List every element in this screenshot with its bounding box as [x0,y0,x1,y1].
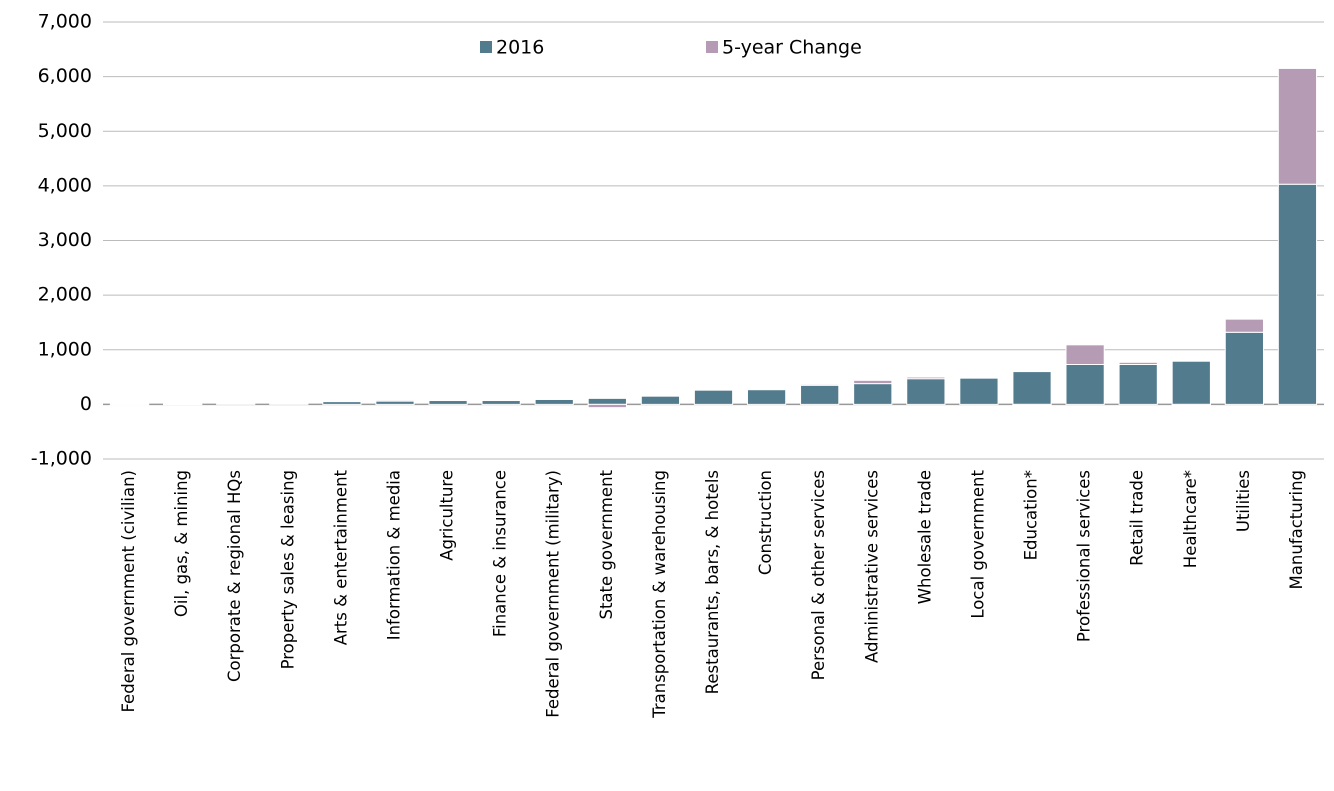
bar-segment [1278,68,1316,184]
legend-swatch [706,41,718,53]
bar-segment [854,380,892,383]
bar-segment [429,401,467,405]
x-tick-label: Restaurants, bars, & hotels [703,470,722,694]
legend-label: 5-year Change [722,37,862,59]
bar-segment [1172,404,1210,405]
bar-segment [1119,364,1157,404]
bar-segment [960,378,998,404]
y-tick-label: 2,000 [38,284,92,306]
bar-segment [323,402,361,405]
bar-segment [270,404,308,405]
y-tick-label: 6,000 [38,65,92,87]
y-tick-label: 0 [80,393,92,415]
x-tick-label: Construction [756,470,775,575]
x-tick-label: Oil, gas, & mining [172,470,191,617]
bar-segment [1225,319,1263,332]
bar-segment [535,399,573,400]
bar-segment [1013,372,1051,405]
legend-swatch [480,41,492,53]
x-tick-label: Wholesale trade [915,470,934,604]
x-tick-label: Professional services [1075,470,1094,642]
bar-segment [694,390,732,404]
x-tick-label: Local government [968,469,987,618]
bar-segment [1013,404,1051,405]
x-tick-label: Agriculture [438,470,457,561]
x-tick-label: Federal government (military) [544,470,563,718]
bar-segment [1066,345,1104,365]
x-tick-label: Personal & other services [809,470,828,680]
x-tick-label: Property sales & leasing [278,470,297,669]
x-tick-label: Healthcare* [1181,470,1200,568]
bar-segment [535,399,573,404]
bar-segment [907,379,945,405]
bar-segment [854,384,892,405]
legend-label: 2016 [496,37,544,59]
y-tick-label: -1,000 [31,448,92,470]
x-tick-label: Utilities [1234,470,1253,532]
bar-segment [1225,332,1263,404]
x-tick-label: Manufacturing [1287,470,1306,589]
bar-segment [588,404,626,407]
x-tick-label: Federal government (civilian) [119,470,138,713]
bar-segment [747,389,785,390]
x-tick-label: Information & media [384,470,403,640]
x-tick-label: Education* [1022,470,1041,560]
bar-segment [376,400,414,401]
x-tick-label: Corporate & regional HQs [225,470,244,682]
x-tick-label: Arts & entertainment [331,469,350,645]
y-tick-label: 5,000 [38,120,92,142]
y-tick-label: 4,000 [38,174,92,196]
x-tick-label: Administrative services [862,470,881,663]
bar-segment [907,377,945,379]
y-tick-label: 3,000 [38,229,92,251]
bar-segment [217,404,255,405]
y-tick-label: 7,000 [38,11,92,33]
bar-segment [747,390,785,405]
bar-segment [1119,362,1157,364]
bar-segment [482,401,520,405]
y-tick-label: 1,000 [38,338,92,360]
x-tick-label: Retail trade [1128,470,1147,566]
bar-segment [588,398,626,404]
bar-segment [1066,364,1104,404]
bar-segment [801,384,839,385]
bar-segment [110,404,148,405]
bar-segment [1278,184,1316,404]
x-tick-label: Finance & insurance [491,470,510,637]
bar-segment [641,396,679,404]
bar-segment [1172,361,1210,404]
x-tick-label: Transportation & warehousing [650,470,669,719]
x-tick-label: State government [597,469,616,619]
bar-segment [801,385,839,404]
